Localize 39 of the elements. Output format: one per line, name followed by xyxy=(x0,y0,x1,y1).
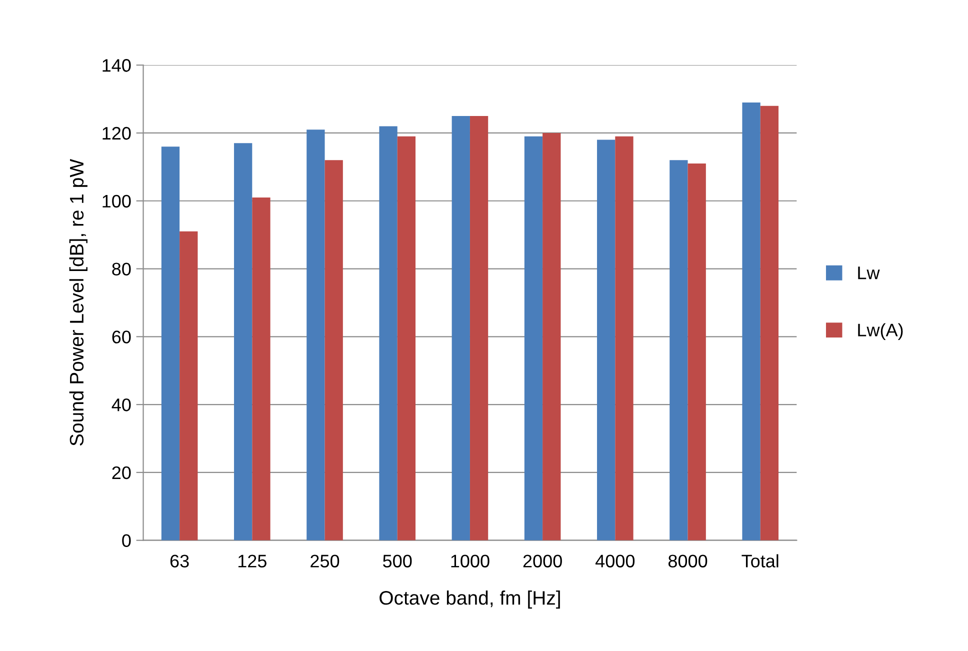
x-tick-label: 250 xyxy=(310,554,340,568)
bar xyxy=(524,136,543,540)
bar xyxy=(688,164,706,540)
bar xyxy=(306,130,325,540)
bar xyxy=(742,102,760,540)
bar xyxy=(470,116,488,540)
bar xyxy=(180,231,198,540)
bar xyxy=(324,160,343,540)
x-tick-label: 4000 xyxy=(596,554,635,568)
x-tick-label: Total xyxy=(742,554,778,568)
legend-label: Lw xyxy=(858,266,880,280)
x-tick-label: 8000 xyxy=(668,554,708,568)
bar xyxy=(452,116,470,540)
x-tick-label: 500 xyxy=(383,554,412,568)
bar xyxy=(760,106,779,540)
bar xyxy=(615,136,634,540)
x-axis-title: Octave band, fm [Hz] xyxy=(380,590,560,609)
bar xyxy=(670,160,688,540)
y-tick-label: 80 xyxy=(112,262,131,276)
x-tick-label: 125 xyxy=(238,554,266,568)
bar xyxy=(597,140,616,540)
bar xyxy=(542,132,561,540)
x-tick-label: 63 xyxy=(170,554,189,568)
y-tick-label: 0 xyxy=(122,534,131,548)
y-tick-label: 60 xyxy=(112,330,131,344)
x-tick-label: 2000 xyxy=(523,554,562,568)
y-tick-label: 20 xyxy=(112,466,131,480)
y-axis-title: Sound Power Level [dB], re 1 pW xyxy=(69,159,88,446)
y-tick-label: 140 xyxy=(102,59,131,72)
bar xyxy=(161,146,180,540)
bar xyxy=(397,136,416,540)
bar xyxy=(252,197,270,540)
legend-label: Lw(A) xyxy=(858,323,903,340)
bar xyxy=(379,126,398,540)
y-tick-label: 40 xyxy=(112,398,131,412)
bar xyxy=(234,143,252,540)
y-tick-label: 100 xyxy=(102,194,131,208)
y-tick-label: 120 xyxy=(102,126,131,140)
x-tick-label: 1000 xyxy=(451,554,490,568)
